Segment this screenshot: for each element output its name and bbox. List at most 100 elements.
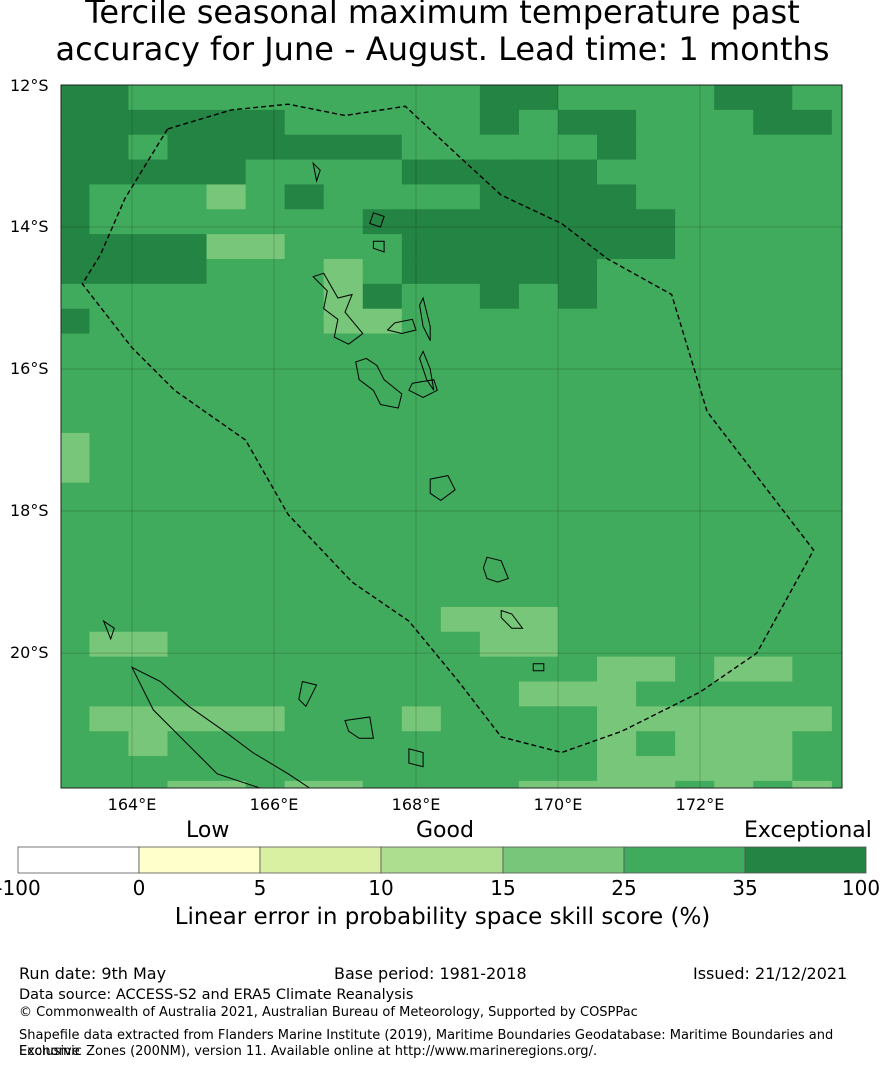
grid-cell xyxy=(675,457,715,484)
grid-cell xyxy=(89,85,129,111)
grid-cell xyxy=(284,507,325,533)
grid-cell xyxy=(714,383,754,409)
grid-cell xyxy=(753,631,793,658)
grid-cell xyxy=(362,333,403,359)
grid-cell xyxy=(89,408,129,434)
grid-cell xyxy=(597,557,637,583)
grid-cell xyxy=(323,383,364,409)
grid-cell xyxy=(284,432,325,459)
grid-cell xyxy=(401,507,442,533)
grid-cell xyxy=(89,159,129,185)
grid-cell xyxy=(440,507,481,533)
grid-cell xyxy=(167,756,208,782)
grid-cell xyxy=(714,283,754,310)
grid-cell xyxy=(206,308,247,335)
grid-cell xyxy=(284,358,325,384)
grid-cell xyxy=(245,582,286,608)
grid-cell xyxy=(61,258,90,285)
grid-cell xyxy=(753,780,793,789)
grid-cell xyxy=(167,258,208,285)
grid-cell xyxy=(323,184,364,210)
grid-cell xyxy=(440,358,481,384)
grid-cell xyxy=(284,631,325,658)
grid-cell xyxy=(128,109,168,136)
grid-cell xyxy=(245,432,286,459)
grid-cell xyxy=(89,681,129,707)
grid-cell xyxy=(89,134,129,161)
grid-cell xyxy=(753,358,793,384)
grid-cell xyxy=(401,209,442,235)
grid-cell xyxy=(714,681,754,707)
grid-cell xyxy=(323,209,364,235)
grid-cell xyxy=(518,159,559,185)
grid-cell xyxy=(792,85,832,111)
grid-cell xyxy=(245,159,286,185)
grid-cell xyxy=(362,134,403,161)
grid-cell xyxy=(284,482,325,509)
lat-label: 12°S xyxy=(10,76,49,95)
grid-cell xyxy=(753,283,793,310)
grid-cell xyxy=(597,184,637,210)
grid-cell xyxy=(714,756,754,782)
grid-cell xyxy=(792,532,832,558)
grid-cell xyxy=(792,209,832,235)
grid-cell xyxy=(167,383,208,409)
grid-cell xyxy=(284,159,325,185)
grid-cell xyxy=(362,582,403,608)
island-outline xyxy=(312,272,364,345)
grid-cell xyxy=(714,606,754,633)
run-date: Run date: 9th May xyxy=(19,964,167,983)
grid-cell xyxy=(675,383,715,409)
grid-cell xyxy=(440,482,481,509)
grid-cell xyxy=(245,631,286,658)
grid-cell xyxy=(245,656,286,682)
grid-cell xyxy=(636,358,676,384)
grid-cell xyxy=(167,85,208,111)
lat-label: 14°S xyxy=(10,217,49,236)
grid-cell xyxy=(518,383,559,409)
grid-cell xyxy=(323,432,364,459)
grid-cell xyxy=(362,606,403,633)
grid-cell xyxy=(245,681,286,707)
grid-cell xyxy=(792,656,832,682)
grid-cell xyxy=(636,308,676,335)
grid-cell xyxy=(753,582,793,608)
grid-cell xyxy=(128,358,168,384)
grid-cell xyxy=(401,109,442,136)
grid-cell xyxy=(89,656,129,682)
grid-cell xyxy=(675,507,715,533)
grid-cell xyxy=(479,656,520,682)
grid-cell xyxy=(401,134,442,161)
grid-cell xyxy=(792,333,832,359)
grid-cell xyxy=(440,432,481,459)
grid-cell xyxy=(128,631,168,658)
grid-cell xyxy=(128,283,168,310)
grid-cell xyxy=(89,209,129,235)
grid-cell xyxy=(558,159,598,185)
grid-cell xyxy=(323,756,364,782)
grid-cell xyxy=(753,184,793,210)
grid-cell xyxy=(714,184,754,210)
grid-cell xyxy=(323,780,364,789)
grid-cell xyxy=(597,631,637,658)
grid-cell xyxy=(558,134,598,161)
grid-cell xyxy=(479,432,520,459)
grid-cell xyxy=(401,557,442,583)
grid-cell xyxy=(714,582,754,608)
grid-cell xyxy=(362,756,403,782)
grid-cell xyxy=(167,507,208,533)
grid-cell xyxy=(558,432,598,459)
colorbar-tick: 5 xyxy=(253,876,267,900)
grid-cell xyxy=(558,557,598,583)
grid-cell xyxy=(323,159,364,185)
grid-cell xyxy=(675,234,715,260)
grid-cell xyxy=(206,408,247,434)
grid-cell xyxy=(558,408,598,434)
grid-cell xyxy=(675,756,715,782)
grid-cell xyxy=(61,780,90,789)
grid-cell xyxy=(479,706,520,732)
grid-cell xyxy=(518,656,559,682)
grid-cell xyxy=(636,507,676,533)
grid-cell xyxy=(518,731,559,757)
grid-cell xyxy=(636,582,676,608)
